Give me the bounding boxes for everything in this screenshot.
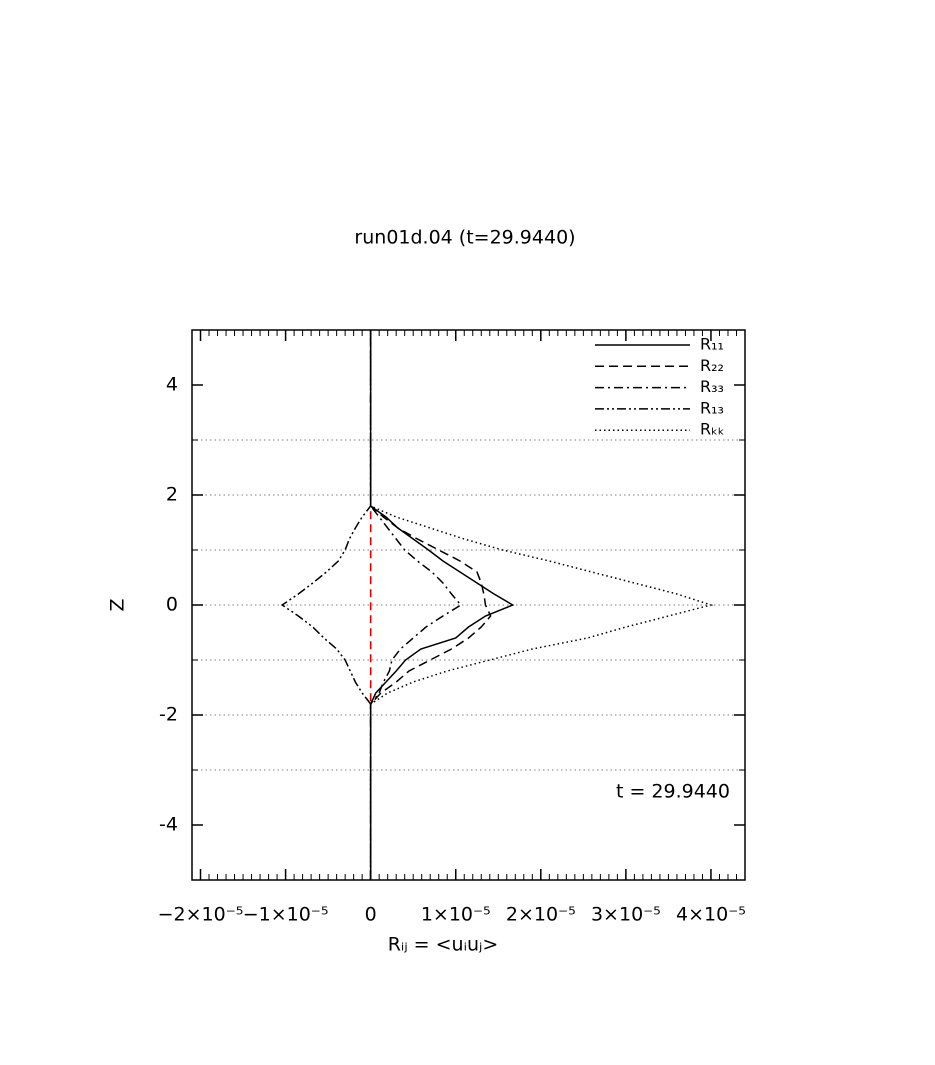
y-tick-label: -2 (159, 704, 178, 726)
series-line (369, 330, 515, 880)
series-line (369, 330, 462, 880)
y-tick-label: 2 (166, 484, 178, 506)
series-line (369, 330, 492, 880)
x-tick-label: −1×10⁻⁵ (243, 904, 329, 926)
legend-label: R₂₂ (700, 356, 724, 375)
legend-label: R₁₃ (700, 398, 724, 417)
legend-label: R₁₁ (700, 335, 724, 354)
series-line (369, 330, 714, 880)
legend-label: Rₖₖ (700, 420, 725, 439)
y-tick-label: 4 (166, 374, 178, 396)
y-tick-label: 0 (166, 594, 178, 616)
x-tick-label: −2×10⁻⁵ (158, 904, 244, 926)
x-axis-label: Rᵢⱼ = <uᵢuⱼ> (388, 934, 499, 956)
legend-label: R₃₃ (700, 377, 724, 396)
x-tick-label: 0 (365, 904, 377, 926)
chart-title: run01d.04 (t=29.9440) (354, 227, 575, 249)
annotation: t = 29.9440 (616, 781, 730, 803)
y-tick-label: -4 (159, 814, 178, 836)
x-tick-label: 2×10⁻⁵ (506, 904, 576, 926)
x-tick-label: 1×10⁻⁵ (421, 904, 491, 926)
y-axis-label: Z (107, 598, 129, 611)
series-line (280, 330, 372, 880)
x-tick-label: 4×10⁻⁵ (676, 904, 746, 926)
x-tick-label: 3×10⁻⁵ (591, 904, 661, 926)
